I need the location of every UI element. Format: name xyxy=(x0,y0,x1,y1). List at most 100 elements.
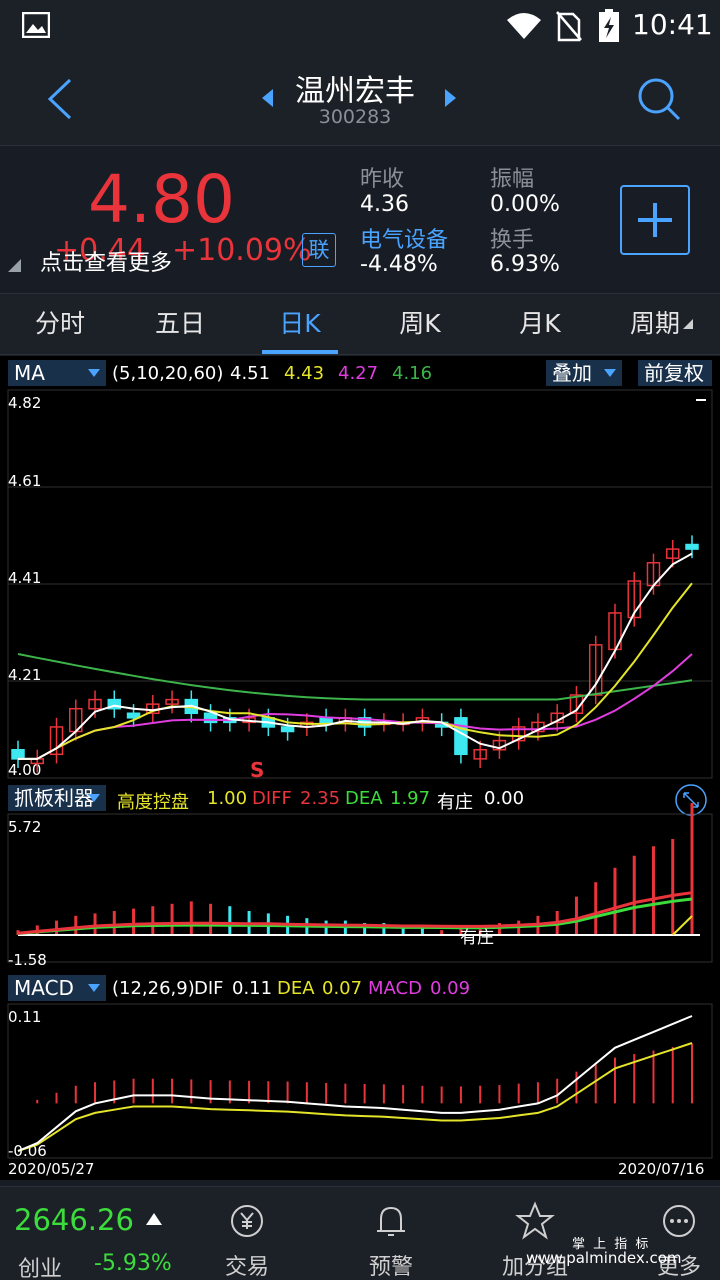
more-icon xyxy=(663,1205,695,1237)
alert-button[interactable]: 预警 xyxy=(336,1201,446,1280)
diff-line xyxy=(17,891,693,935)
index-value[interactable]: 2646.26 xyxy=(14,1203,134,1237)
y-label: 4.61 xyxy=(8,472,41,490)
amplitude-value: 0.00% xyxy=(490,192,560,217)
tab-period[interactable]: 周期 xyxy=(629,309,680,338)
macd-selector[interactable]: MACD xyxy=(8,975,106,1001)
trade-label: 交易 xyxy=(224,1255,269,1280)
ma20-value: 4.27 xyxy=(338,363,379,384)
more-hint[interactable]: 点击查看更多 xyxy=(40,251,173,276)
dif-label: DIF xyxy=(194,978,224,999)
indicator-y-bottom: -1.58 xyxy=(8,951,47,969)
macd-bars xyxy=(36,1043,693,1104)
amplitude-label: 振幅 xyxy=(490,167,535,192)
ma60-line xyxy=(17,653,693,701)
prev-close-value: 4.36 xyxy=(360,192,409,217)
search-icon[interactable] xyxy=(636,76,682,122)
next-stock-icon[interactable] xyxy=(444,88,458,108)
link-button[interactable]: 联 xyxy=(302,233,336,267)
last-price: 4.80 xyxy=(88,161,235,238)
dropdown-icon xyxy=(88,794,100,802)
gallery-icon xyxy=(22,12,50,38)
ma5-value: 4.51 xyxy=(230,363,271,384)
adjust-button[interactable]: 前复权 xyxy=(638,360,712,386)
tab-weekly-k[interactable]: 周K xyxy=(399,309,441,338)
sector-label[interactable]: 电气设备 xyxy=(360,228,449,253)
price-change-pct: +10.09% xyxy=(172,233,312,268)
candle-body xyxy=(49,726,64,756)
add-watchlist-button[interactable] xyxy=(620,185,690,255)
index-name: 创业 xyxy=(18,1257,63,1280)
overlay-button[interactable]: 叠加 xyxy=(546,360,622,386)
candle-body xyxy=(511,726,526,742)
ma-selector[interactable]: MA xyxy=(8,360,106,386)
chart-svg: 4.82 4.61 4.41 4.21 4.00 S 5.72 -1.58 有庄… xyxy=(7,389,713,1178)
macd-value: 0.09 xyxy=(430,978,471,999)
ma60-value: 4.16 xyxy=(392,363,433,384)
candle-body xyxy=(107,698,122,710)
dropdown-icon xyxy=(88,984,100,992)
period-dropdown-icon xyxy=(683,319,693,329)
back-icon[interactable] xyxy=(44,78,74,120)
dea-value: 1.97 xyxy=(390,788,431,809)
sell-marker: S xyxy=(250,758,264,782)
ma10-value: 4.43 xyxy=(284,363,325,384)
candle-body xyxy=(280,726,295,733)
period-tabs: 分时 五日 日K 周K 月K 周期 xyxy=(0,293,720,355)
tab-five-day[interactable]: 五日 xyxy=(154,309,205,338)
dropdown-icon xyxy=(88,369,100,377)
stock-name: 温州宏丰 xyxy=(295,74,415,109)
macd-y-bottom: -0.06 xyxy=(8,1142,47,1160)
ma20-line xyxy=(18,653,693,760)
star-icon xyxy=(515,1201,555,1240)
indicator-selector[interactable]: 抓板利器 xyxy=(8,785,106,811)
indicator-name: 高度控盘 xyxy=(117,792,189,813)
quote-panel[interactable]: 4.80 +0.44 +10.09% 点击查看更多 联 昨收 4.36 电气设备… xyxy=(0,147,720,293)
turnover-value: 6.93% xyxy=(490,252,560,277)
zhuang-value: 0.00 xyxy=(484,788,525,809)
alert-label: 预警 xyxy=(368,1255,413,1280)
diff-value: 2.35 xyxy=(300,788,341,809)
candle-body xyxy=(88,698,102,710)
stock-code: 300283 xyxy=(318,106,392,128)
status-bar: 10:41 xyxy=(0,0,720,52)
more-button[interactable]: 更多 xyxy=(624,1201,720,1280)
candle-body xyxy=(11,749,25,760)
dea-macd-label: DEA xyxy=(277,978,315,999)
indicator-bars xyxy=(16,803,694,935)
index-change: -5.93% xyxy=(94,1251,172,1276)
chart-area[interactable]: MA (5,10,20,60) 4.51 4.43 4.27 4.16 叠加 前… xyxy=(0,356,720,1180)
y-label: 4.00 xyxy=(8,761,41,779)
zhuang-label: 有庄 xyxy=(437,792,473,813)
indicator-y-top: 5.72 xyxy=(8,818,41,836)
y-label: 4.82 xyxy=(8,394,41,412)
tab-daily-k[interactable]: 日K xyxy=(279,309,321,338)
candle-body xyxy=(473,749,487,760)
macd-frame xyxy=(7,1003,713,1159)
overlay-label: 叠加 xyxy=(552,361,592,385)
macd-label: MACD xyxy=(368,978,422,999)
trade-icon xyxy=(231,1205,263,1237)
stock-header: 温州宏丰 300283 xyxy=(0,52,720,146)
y-label: 4.21 xyxy=(8,666,41,684)
dea-label: DEA xyxy=(345,788,383,809)
no-sim-icon xyxy=(556,11,582,42)
add-group-label: 加分组 xyxy=(501,1255,568,1280)
candle-body xyxy=(203,712,218,724)
tab-minute[interactable]: 分时 xyxy=(34,309,85,338)
candles xyxy=(11,535,699,773)
prev-stock-icon[interactable] xyxy=(260,88,274,108)
index-arrow-icon xyxy=(146,1213,162,1225)
corner-arrow-icon xyxy=(8,259,21,272)
date-start: 2020/05/27 xyxy=(8,1160,94,1178)
macd-y-top: 0.11 xyxy=(8,1008,41,1026)
tab-monthly-k[interactable]: 月K xyxy=(519,309,561,338)
status-time: 10:41 xyxy=(632,8,713,41)
trade-button[interactable]: 交易 xyxy=(192,1201,302,1280)
active-tab-indicator xyxy=(262,350,338,354)
ma-selector-label: MA xyxy=(14,361,45,385)
add-group-button[interactable]: 加分组 xyxy=(480,1201,590,1280)
price-change: +0.44 xyxy=(54,233,146,268)
indicator-selector-label: 抓板利器 xyxy=(14,786,94,810)
dropdown-icon xyxy=(604,369,616,377)
